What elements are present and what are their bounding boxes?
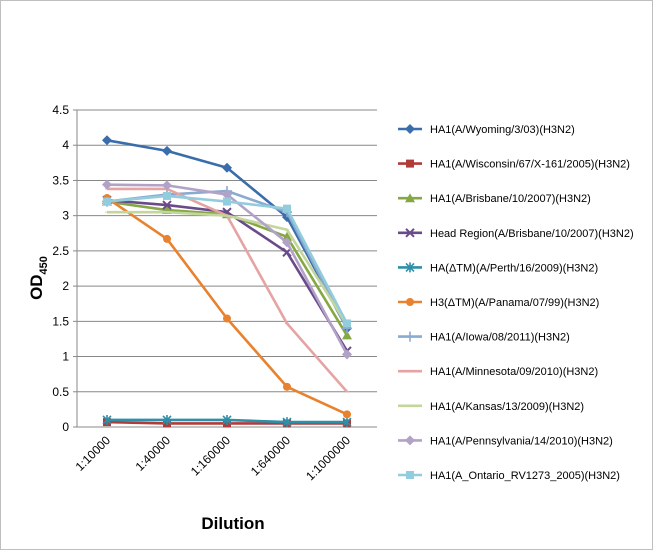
series-10 (102, 179, 352, 360)
y-tick-label: 2.5 (52, 244, 69, 258)
legend-swatch-marker (405, 193, 415, 203)
legend-item: HA1(A/Wyoming/3/03)(H3N2) (398, 124, 575, 136)
legend-swatch-marker (405, 331, 415, 342)
legend-label: HA(ΔTM)(A/Perth/16/2009)(H3N2) (430, 262, 598, 274)
data-point (163, 234, 171, 243)
y-tick-label: 1.5 (52, 314, 69, 328)
x-tick-label: 1:40000 (133, 433, 174, 474)
x-axis-title: Dilution (201, 514, 264, 533)
y-tick-label: 2 (62, 279, 69, 293)
data-point (162, 200, 172, 210)
data-point (163, 191, 171, 200)
legend-swatch-marker (406, 159, 414, 168)
legend-swatch-marker (405, 124, 415, 134)
legend-label: HA1(A/Kansas/13/2009)(H3N2) (430, 401, 584, 413)
series-11 (103, 191, 351, 328)
y-tick-label: 4 (62, 138, 69, 152)
data-point (222, 189, 232, 200)
series-line (106, 196, 348, 416)
y-tick-label: 0.5 (52, 385, 69, 399)
data-point (102, 414, 112, 425)
series-6 (103, 194, 351, 419)
data-point (225, 215, 229, 217)
data-point (345, 391, 349, 393)
data-point (342, 417, 352, 428)
data-point (222, 162, 232, 173)
legend-swatch-marker (405, 435, 415, 446)
legend-item: HA1(A/Wisconsin/67/X-161/2005)(H3N2) (398, 159, 630, 171)
data-point (222, 414, 232, 425)
y-axis-title-main: OD (27, 274, 46, 300)
legend-swatch-marker (408, 370, 412, 372)
legend-item: HA1(A/Kansas/13/2009)(H3N2) (398, 401, 584, 413)
legend-swatch-marker (406, 471, 414, 479)
series-group (102, 135, 352, 428)
legend-label: HA1(A/Minnesota/09/2010)(H3N2) (430, 366, 598, 378)
y-tick-label: 3.5 (52, 173, 69, 187)
data-point (223, 314, 231, 323)
x-tick-label: 1:160000 (188, 433, 234, 479)
data-point (342, 349, 352, 360)
legend: HA1(A/Wyoming/3/03)(H3N2) HA1(A/Wisconsin… (398, 124, 634, 482)
x-tick-label: 1:1000000 (303, 433, 353, 483)
legend-label: HA1(A/Brisbane/10/2007)(H3N2) (430, 193, 591, 205)
legend-swatch-marker (405, 262, 415, 273)
legend-item: HA1(A/Brisbane/10/2007)(H3N2) (398, 193, 591, 205)
y-tick-label: 1 (62, 350, 69, 364)
legend-item: HA1(A/Iowa/08/2011)(H3N2) (398, 331, 570, 344)
data-point (105, 211, 109, 213)
y-tick-label: 3 (62, 209, 69, 223)
legend-label: HA1(A/Pennsylvania/14/2010)(H3N2) (430, 435, 613, 447)
legend-swatch-marker (408, 405, 412, 407)
data-point (223, 197, 231, 206)
legend-label: Head Region(A/Brisbane/10/2007)(H3N2) (430, 228, 634, 240)
legend-swatch-marker (406, 298, 414, 306)
x-tick-label: 1:640000 (248, 433, 294, 479)
y-axis-title-subscript: 450 (38, 256, 50, 274)
data-point (282, 237, 292, 248)
data-point (162, 414, 172, 425)
series-9 (105, 210, 349, 326)
data-point (285, 229, 289, 231)
data-point (165, 211, 169, 213)
legend-item: HA1(A/Minnesota/09/2010)(H3N2) (398, 366, 598, 378)
data-point (102, 135, 112, 146)
gridlines (76, 109, 377, 428)
data-point (342, 330, 352, 340)
legend-label: HA1(A/Wisconsin/67/X-161/2005)(H3N2) (430, 159, 630, 171)
legend-label: HA1(A/Iowa/08/2011)(H3N2) (430, 332, 570, 344)
data-point (282, 417, 292, 428)
legend-label: HA1(A_Ontario_RV1273_2005)(H3N2) (430, 470, 620, 482)
y-tick-label: 0 (62, 420, 69, 434)
legend-item: HA1(A_Ontario_RV1273_2005)(H3N2) (398, 470, 620, 482)
data-point (102, 179, 112, 190)
legend-label: H3(ΔTM)(A/Panama/07/99)(H3N2) (430, 297, 599, 309)
series-1 (102, 135, 352, 334)
legend-swatch-marker (405, 228, 415, 238)
legend-item: HA1(A/Pennsylvania/14/2010)(H3N2) (398, 435, 613, 447)
data-point (282, 231, 292, 241)
data-point (103, 197, 111, 206)
data-point (343, 319, 351, 328)
legend-label: HA1(A/Wyoming/3/03)(H3N2) (430, 124, 575, 136)
data-point (283, 204, 291, 213)
series-5 (102, 414, 352, 428)
x-tick-label: 1:10000 (73, 433, 114, 474)
series-line (107, 210, 349, 326)
y-axis-title: OD450 (27, 256, 50, 300)
y-axis-ticks: 0 0.5 1 1.5 2 2.5 3 3.5 4 4.5 (52, 103, 77, 434)
data-point (283, 382, 291, 391)
x-axis-ticks: 1:10000 1:40000 1:160000 1:640000 1:1000000 (73, 433, 354, 483)
data-point (343, 410, 351, 419)
y-tick-label: 4.5 (52, 103, 69, 117)
data-point (285, 322, 289, 324)
legend-item: Head Region(A/Brisbane/10/2007)(H3N2) (398, 228, 634, 240)
data-point (162, 180, 172, 191)
legend-item: HA(ΔTM)(A/Perth/16/2009)(H3N2) (398, 262, 598, 274)
data-point (162, 145, 172, 156)
legend-item: H3(ΔTM)(A/Panama/07/99)(H3N2) (398, 297, 599, 309)
